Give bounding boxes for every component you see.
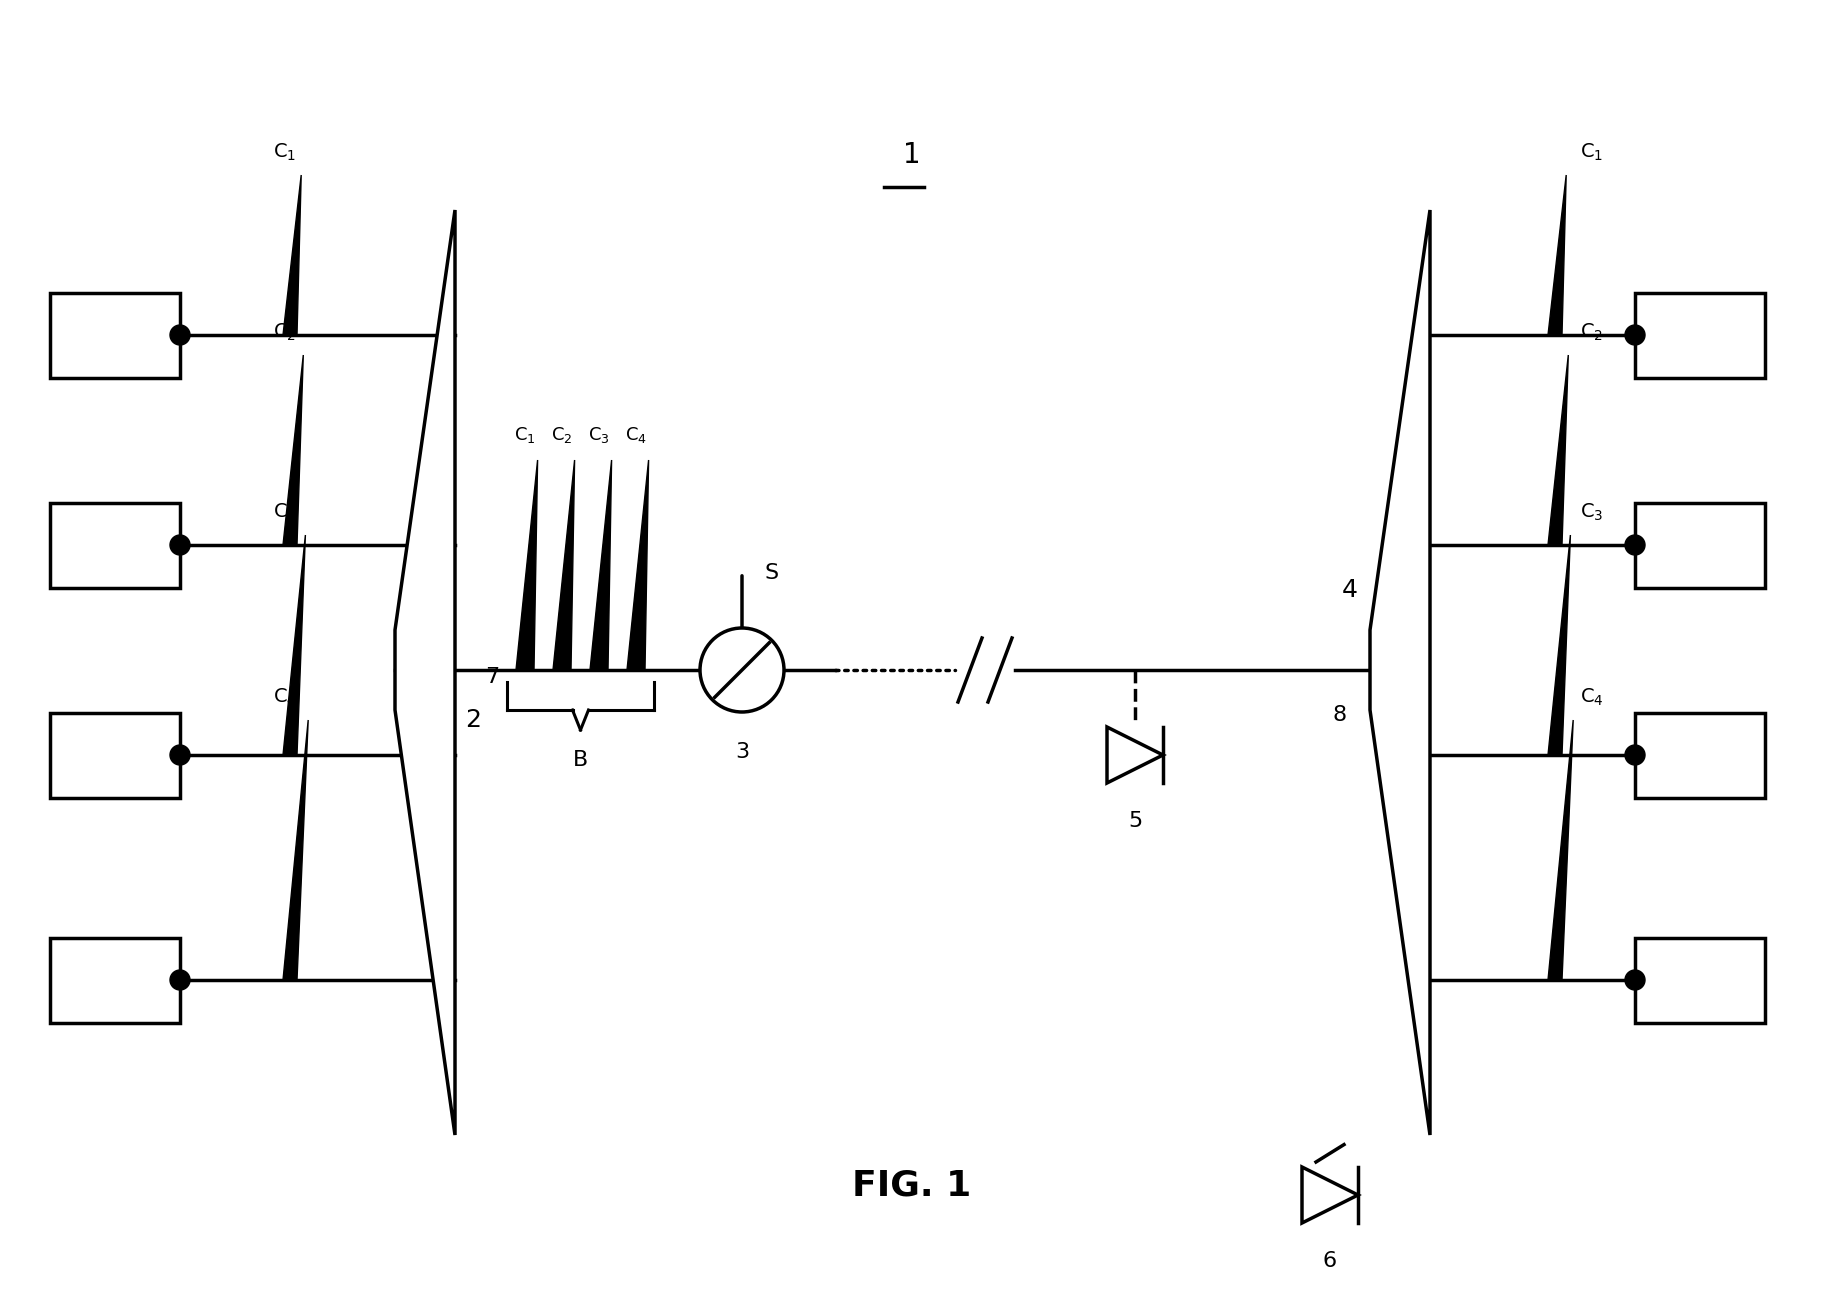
Text: T$_3$: T$_3$ [104, 743, 126, 766]
FancyBboxPatch shape [49, 293, 180, 378]
FancyBboxPatch shape [1633, 293, 1765, 378]
Text: C$_2$: C$_2$ [1579, 321, 1602, 343]
Text: T$_1$: T$_1$ [104, 324, 126, 347]
Polygon shape [1548, 720, 1573, 980]
Text: 3: 3 [735, 742, 749, 762]
FancyBboxPatch shape [1633, 503, 1765, 587]
Circle shape [170, 325, 190, 344]
Text: 1: 1 [902, 141, 921, 169]
Text: C$_4$: C$_4$ [273, 686, 297, 708]
Text: B: B [572, 749, 587, 770]
FancyBboxPatch shape [49, 938, 180, 1023]
Text: T$_4$: T$_4$ [104, 969, 126, 992]
Circle shape [700, 628, 784, 712]
Text: C$_4$: C$_4$ [625, 424, 647, 445]
Polygon shape [589, 461, 611, 670]
Polygon shape [1548, 535, 1570, 755]
Circle shape [1624, 535, 1644, 555]
Text: C$_2$: C$_2$ [273, 321, 297, 343]
Polygon shape [1369, 210, 1429, 1135]
FancyBboxPatch shape [49, 503, 180, 587]
Text: FIG. 1: FIG. 1 [851, 1167, 972, 1202]
Text: C$_1$: C$_1$ [514, 424, 536, 445]
Polygon shape [283, 355, 303, 544]
FancyBboxPatch shape [1633, 712, 1765, 797]
Polygon shape [396, 210, 454, 1135]
Circle shape [1624, 746, 1644, 765]
Text: R$_4$: R$_4$ [1686, 969, 1712, 992]
FancyBboxPatch shape [49, 712, 180, 797]
Text: C$_3$: C$_3$ [273, 502, 297, 522]
Text: C$_3$: C$_3$ [1579, 502, 1602, 522]
Circle shape [170, 535, 190, 555]
Circle shape [1624, 970, 1644, 989]
FancyBboxPatch shape [1633, 938, 1765, 1023]
Text: R$_1$: R$_1$ [1686, 324, 1712, 347]
Text: C$_3$: C$_3$ [587, 424, 609, 445]
Polygon shape [1548, 175, 1566, 335]
Circle shape [1624, 325, 1644, 344]
Polygon shape [552, 461, 574, 670]
Text: R$_3$: R$_3$ [1686, 743, 1712, 766]
Text: T$_2$: T$_2$ [104, 533, 126, 557]
Circle shape [170, 970, 190, 989]
Text: C$_1$: C$_1$ [1579, 142, 1602, 163]
Text: C$_1$: C$_1$ [273, 142, 297, 163]
Polygon shape [1107, 728, 1163, 783]
Text: R$_2$: R$_2$ [1686, 533, 1712, 557]
Text: 2: 2 [465, 708, 481, 731]
Polygon shape [627, 461, 649, 670]
Text: 6: 6 [1322, 1251, 1336, 1271]
Polygon shape [283, 720, 308, 980]
Circle shape [170, 746, 190, 765]
Text: 8: 8 [1333, 706, 1347, 725]
Polygon shape [1302, 1167, 1358, 1223]
Text: S: S [764, 562, 778, 583]
Polygon shape [283, 175, 301, 335]
Text: 4: 4 [1342, 578, 1358, 602]
Text: C$_4$: C$_4$ [1579, 686, 1602, 708]
Polygon shape [516, 461, 538, 670]
Text: 5: 5 [1127, 811, 1141, 831]
Polygon shape [283, 535, 304, 755]
Text: C$_2$: C$_2$ [551, 424, 572, 445]
Text: 7: 7 [485, 667, 500, 688]
Polygon shape [1548, 355, 1568, 544]
